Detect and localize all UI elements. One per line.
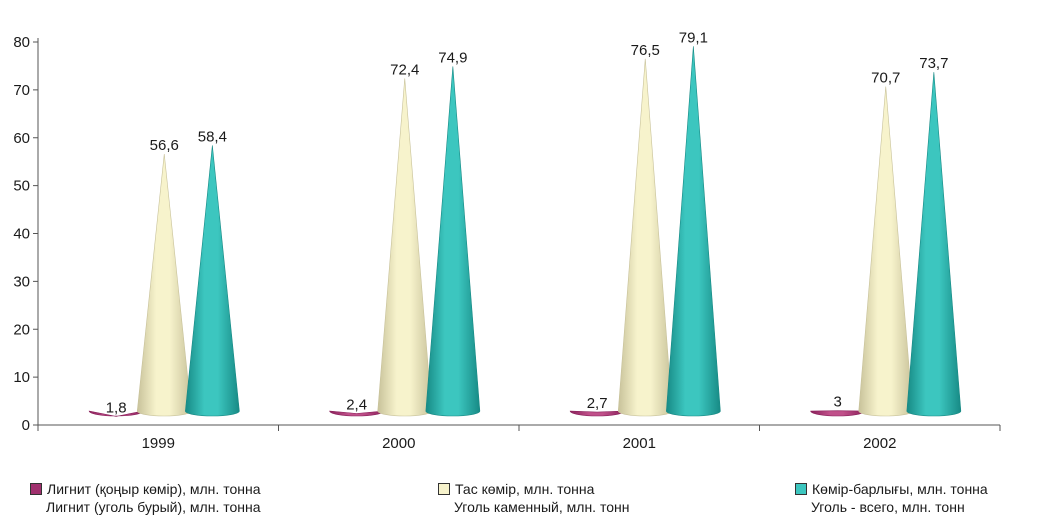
y-tick-label: 30 [13, 273, 30, 290]
x-tick-label: 1999 [142, 435, 175, 452]
x-tick-label: 2000 [382, 435, 415, 452]
data-label: 58,4 [198, 128, 227, 145]
y-tick-label: 20 [13, 321, 30, 338]
data-label: 2,4 [346, 397, 367, 414]
legend-swatch-coal-total [795, 483, 807, 495]
legend-label-coal-total: Көмір-барлығы, млн. тонна [812, 481, 988, 497]
data-label: 76,5 [631, 42, 660, 59]
legend-item-lignite: Лигнит (қоңыр көмір), млн. тонна Лигнит … [30, 480, 261, 516]
y-tick-label: 50 [13, 178, 30, 195]
legend-swatch-lignite [30, 483, 42, 495]
legend-label-lignite: Лигнит (қоңыр көмір), млн. тонна [47, 481, 261, 497]
legend-label-hard-coal: Тас көмір, млн. тонна [455, 481, 595, 497]
data-label: 70,7 [871, 70, 900, 87]
data-label: 79,1 [679, 29, 708, 46]
data-label: 56,6 [150, 137, 179, 154]
cone-mark [617, 58, 673, 417]
data-label: 1,8 [106, 399, 127, 416]
data-label: 3 [833, 394, 841, 411]
data-label: 74,9 [438, 49, 467, 66]
legend-swatch-hard-coal [438, 483, 450, 495]
cone-mark [858, 86, 914, 417]
y-tick-label: 0 [22, 417, 30, 434]
x-tick-label: 2001 [623, 435, 656, 452]
x-tick-label: 2002 [863, 435, 896, 452]
legend-item-hard-coal: Тас көмір, млн. тонна Уголь каменный, мл… [438, 480, 629, 516]
y-tick-label: 40 [13, 226, 30, 243]
chart-plot: 0 10 20 30 40 50 60 70 80 1999 2000 2001 2002 1,8 56,6… [13, 29, 1001, 452]
data-label: 2,7 [587, 395, 608, 412]
data-label: 73,7 [919, 55, 948, 72]
legend-sublabel-lignite: Лигнит (уголь бурый), млн. тонна [46, 499, 261, 515]
legend-sublabel-hard-coal: Уголь каменный, млн. тонн [454, 499, 630, 515]
cone-mark [666, 46, 721, 417]
cone-mark [136, 153, 192, 417]
y-tick-label: 70 [13, 82, 30, 99]
cone-mark [185, 145, 240, 417]
cone-mark [906, 72, 962, 417]
y-tick-label: 10 [13, 369, 30, 386]
y-tick-label: 80 [13, 34, 30, 51]
data-label: 72,4 [390, 61, 419, 78]
legend-sublabel-coal-total: Уголь - всего, млн. тонн [811, 499, 965, 515]
cone-mark [377, 78, 433, 417]
cone-mark [425, 66, 481, 417]
y-tick-label: 60 [13, 130, 30, 147]
legend-item-coal-total: Көмір-барлығы, млн. тонна Уголь - всего,… [795, 480, 988, 516]
cone-mark [810, 410, 865, 417]
